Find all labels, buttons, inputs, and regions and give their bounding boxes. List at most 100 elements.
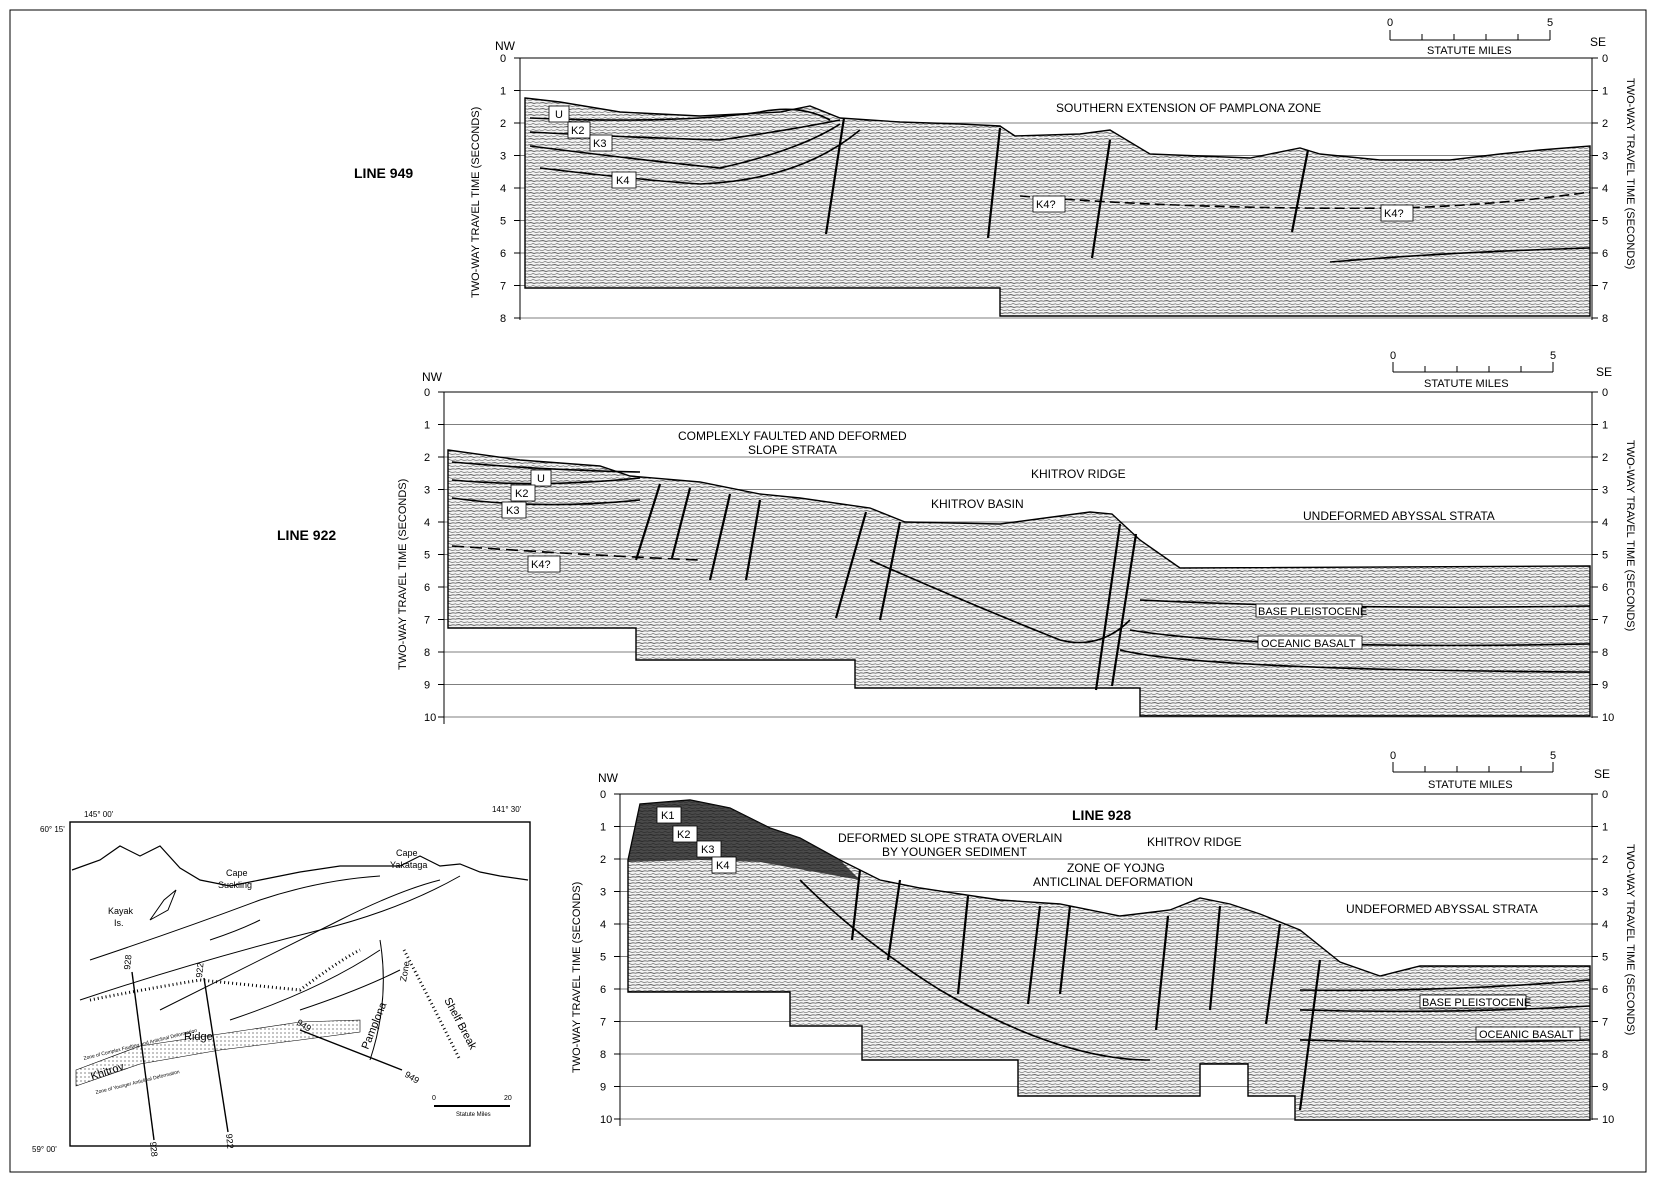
- axis-tick-label: 3: [1602, 151, 1608, 163]
- axis-tick-label: 5: [500, 216, 506, 228]
- axis-tick-label: 7: [1602, 615, 1608, 627]
- section-928-right-ticks: 0 1 2 3 4 5 6 7 8 9 10: [1592, 789, 1614, 1126]
- map-frame: [69, 821, 531, 1147]
- horizon-label: K2: [677, 829, 690, 841]
- map-scale-zero: 0: [432, 1095, 436, 1102]
- axis-tick-label: 2: [600, 854, 606, 866]
- section-949-nw: NW: [495, 39, 516, 53]
- axis-tick-label: 2: [1602, 854, 1608, 866]
- axis-tick-label: 4: [1602, 183, 1608, 195]
- map-place: Suckling: [218, 880, 252, 890]
- axis-tick-label: 8: [424, 647, 430, 659]
- map-scale-label: Statute Miles: [456, 1112, 491, 1118]
- section-922-horizon-labels: U K2 K3 K4?: [501, 469, 561, 573]
- section-928-annotation-oceanic-basalt: OCEANIC BASALT: [1479, 1029, 1574, 1041]
- map-track-label: 928: [122, 954, 134, 970]
- section-949-scale-label: STATUTE MILES: [1427, 45, 1512, 57]
- map-track-label: 922: [224, 1133, 236, 1149]
- horizon-label: U: [555, 109, 563, 121]
- map-lat-bottom: 59° 00': [32, 1145, 57, 1154]
- axis-tick-label: 5: [600, 952, 606, 964]
- section-928-scale-bar: 0 5 STATUTE MILES: [1390, 750, 1556, 791]
- map-scale-twenty: 20: [504, 1095, 512, 1102]
- section-928-annotation-deformed: DEFORMED SLOPE STRATA OVERLAIN: [838, 831, 1062, 845]
- axis-tick-label: 1: [500, 86, 506, 98]
- horizon-label: K4: [616, 175, 629, 187]
- section-928-seismic-data: [627, 799, 1591, 1121]
- axis-tick-label: 2: [1602, 118, 1608, 130]
- section-922-seismic-data: [447, 449, 1591, 717]
- axis-tick-label: 5: [1602, 952, 1608, 964]
- section-928-annotation-younger: BY YOUNGER SEDIMENT: [882, 845, 1028, 859]
- section-922-right-ticks: 0 1 2 3 4 5 6 7 8 9 10: [1592, 387, 1614, 724]
- map-lon-left: 145° 00': [84, 810, 114, 819]
- section-922-annotation-complex: COMPLEXLY FAULTED AND DEFORMED: [678, 429, 907, 443]
- axis-tick-label: 4: [500, 183, 506, 195]
- section-949-right-ticks: 0 1 2 3 4 5 6 7 8: [1592, 53, 1608, 325]
- map-place: Cape: [396, 848, 418, 858]
- map-feature: Ridge: [184, 1031, 213, 1043]
- axis-tick-label: 5: [424, 550, 430, 562]
- section-949: LINE 949 NW SE 0 5 STATUTE MILES 0 1 2 3 4 5 6…: [354, 17, 1636, 325]
- section-949-scale-zero: 0: [1387, 17, 1393, 29]
- axis-tick-label: 1: [600, 822, 606, 834]
- axis-tick-label: 8: [500, 313, 506, 325]
- section-928-right-axis-title: TWO-WAY TRAVEL TIME (SECONDS): [1624, 844, 1636, 1035]
- horizon-label: K2: [571, 125, 584, 137]
- axis-tick-label: 10: [600, 1114, 612, 1126]
- section-922-scale-bar: 0 5 STATUTE MILES: [1390, 350, 1556, 390]
- axis-tick-label: 10: [424, 712, 436, 724]
- section-922-annotation-oceanic-basalt: OCEANIC BASALT: [1261, 638, 1356, 650]
- axis-tick-label: 8: [1602, 647, 1608, 659]
- map-coastline: [71, 845, 529, 887]
- axis-tick-label: 4: [1602, 919, 1608, 931]
- section-928-scale-label: STATUTE MILES: [1428, 779, 1513, 791]
- axis-tick-label: 0: [500, 53, 506, 65]
- map-scale-bar: 0 20 Statute Miles: [432, 1095, 512, 1118]
- axis-tick-label: 9: [1602, 1082, 1608, 1094]
- axis-tick-label: 9: [424, 680, 430, 692]
- axis-tick-label: 4: [1602, 517, 1608, 529]
- section-949-reflectors: [529, 108, 1591, 263]
- map-lat-top: 60° 15': [40, 825, 65, 834]
- axis-tick-label: 3: [424, 485, 430, 497]
- horizon-label: K3: [506, 505, 519, 517]
- section-922-annotation-abyssal: UNDEFORMED ABYSSAL STRATA: [1303, 509, 1495, 523]
- location-map: 145° 00' 141° 30' 60° 15' 59° 00' Cape: [32, 805, 531, 1157]
- map-place: Is.: [114, 918, 124, 928]
- section-928-annotation-zone: ZONE OF YOJNG: [1067, 861, 1165, 875]
- section-949-se: SE: [1590, 35, 1606, 49]
- section-949-horizon-labels: U K2 K3 K4 K4? K4?: [548, 105, 1414, 222]
- section-928-scale-zero: 0: [1390, 750, 1396, 762]
- section-928-dark-wedge: [628, 800, 860, 880]
- section-949-scale-bar: 0 5 STATUTE MILES: [1387, 17, 1553, 57]
- axis-tick-label: 3: [1602, 887, 1608, 899]
- section-922: LINE 922 NW SE 0 5 STATUTE MILES 0 1 2 3 4 5 6…: [277, 350, 1636, 724]
- axis-tick-label: 6: [424, 582, 430, 594]
- axis-tick-label: 7: [1602, 1017, 1608, 1029]
- section-922-scale-five: 5: [1550, 350, 1556, 362]
- section-928-se: SE: [1594, 767, 1610, 781]
- axis-tick-label: 7: [424, 615, 430, 627]
- section-928-scale-five: 5: [1550, 750, 1556, 762]
- section-922-scale-label: STATUTE MILES: [1424, 378, 1509, 390]
- map-fault-lines: [79, 875, 461, 1061]
- map-feature: Zone: [398, 960, 411, 982]
- figure-frame: [9, 9, 1647, 1173]
- section-949-annotation-pamplona: SOUTHERN EXTENSION OF PAMPLONA ZONE: [1056, 101, 1321, 115]
- axis-tick-label: 8: [1602, 313, 1608, 325]
- axis-tick-label: 1: [1602, 86, 1608, 98]
- horizon-label: K1: [661, 810, 674, 822]
- axis-tick-label: 10: [1602, 712, 1614, 724]
- section-922-line-label: LINE 922: [277, 527, 336, 543]
- horizon-label: K3: [593, 138, 606, 150]
- section-922-se: SE: [1596, 365, 1612, 379]
- axis-tick-label: 6: [500, 248, 506, 260]
- axis-tick-label: 2: [500, 118, 506, 130]
- section-922-scale-zero: 0: [1390, 350, 1396, 362]
- section-949-right-axis-title: TWO-WAY TRAVEL TIME (SECONDS): [1624, 78, 1636, 269]
- horizon-label: K2: [515, 488, 528, 500]
- axis-tick-label: 3: [600, 887, 606, 899]
- axis-tick-label: 6: [1602, 248, 1608, 260]
